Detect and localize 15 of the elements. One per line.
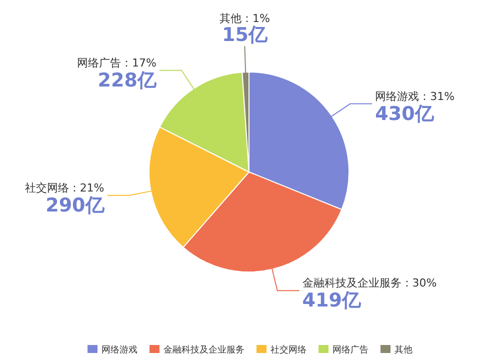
category-label: 其他：1% — [219, 12, 270, 26]
data-label: 419亿 — [302, 290, 362, 312]
category-label: 网络游戏：31% — [375, 90, 455, 103]
legend-label: 金融科技及企业服务 — [164, 344, 244, 356]
category-label: 网络广告：17% — [77, 56, 156, 70]
data-label: 228亿 — [98, 69, 158, 92]
data-label: 15亿 — [222, 24, 268, 46]
data-label: 430亿 — [375, 102, 435, 125]
legend-label: 社交网络 — [270, 344, 306, 356]
data-label: 290亿 — [46, 194, 106, 216]
legend-label: 其他 — [394, 344, 412, 356]
category-label: 金融科技及企业服务：30% — [302, 276, 437, 290]
legend-label: 网络游戏 — [102, 344, 138, 356]
legend-label: 网络广告 — [332, 344, 368, 356]
category-label: 社交网络：21% — [24, 181, 104, 194]
